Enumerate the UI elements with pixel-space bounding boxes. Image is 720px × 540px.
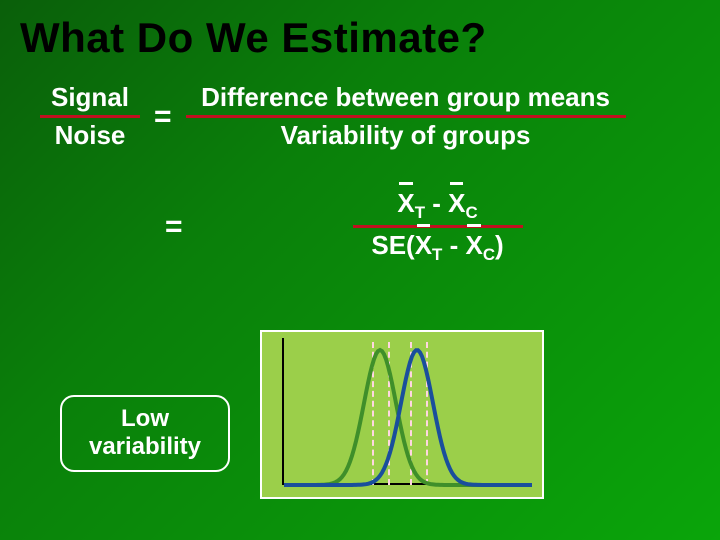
- denominator-noise: Noise: [40, 120, 140, 151]
- page-title: What Do We Estimate?: [20, 14, 487, 62]
- slide: What Do We Estimate? Signal Noise = Diff…: [0, 0, 720, 540]
- denominator-se: SE(XT - XC): [353, 230, 523, 265]
- x-bar-t: X: [397, 188, 414, 219]
- distribution-chart: [260, 330, 544, 499]
- equals-sign: =: [154, 100, 172, 134]
- numerator-signal: Signal: [40, 82, 140, 113]
- x-bar-c: X: [448, 188, 465, 219]
- fraction-difference-variability: Difference between group means Variabili…: [186, 82, 626, 151]
- x-bar-c: X: [465, 230, 482, 261]
- label-line2: variability: [89, 433, 201, 460]
- fraction-bar-icon: [353, 225, 523, 228]
- label-line1: Low: [121, 405, 169, 432]
- numerator-difference: Difference between group means: [186, 82, 626, 113]
- fraction-signal-noise: Signal Noise: [40, 82, 140, 151]
- equals-sign: =: [165, 210, 183, 244]
- x-bar-t: X: [415, 230, 432, 261]
- fraction-bar-icon: [40, 115, 140, 118]
- equation-signal-noise: Signal Noise = Difference between group …: [40, 82, 700, 151]
- numerator-xbar: XT - XC: [353, 188, 523, 223]
- curve-blue: [284, 350, 532, 485]
- curves-svg: [262, 332, 542, 497]
- equation-xbar: = XT - XC SE(XT - XC): [165, 188, 523, 265]
- fraction-xbar: XT - XC SE(XT - XC): [353, 188, 523, 265]
- fraction-bar-icon: [186, 115, 626, 118]
- denominator-variability: Variability of groups: [186, 120, 626, 151]
- low-variability-label: Low variability: [60, 395, 230, 472]
